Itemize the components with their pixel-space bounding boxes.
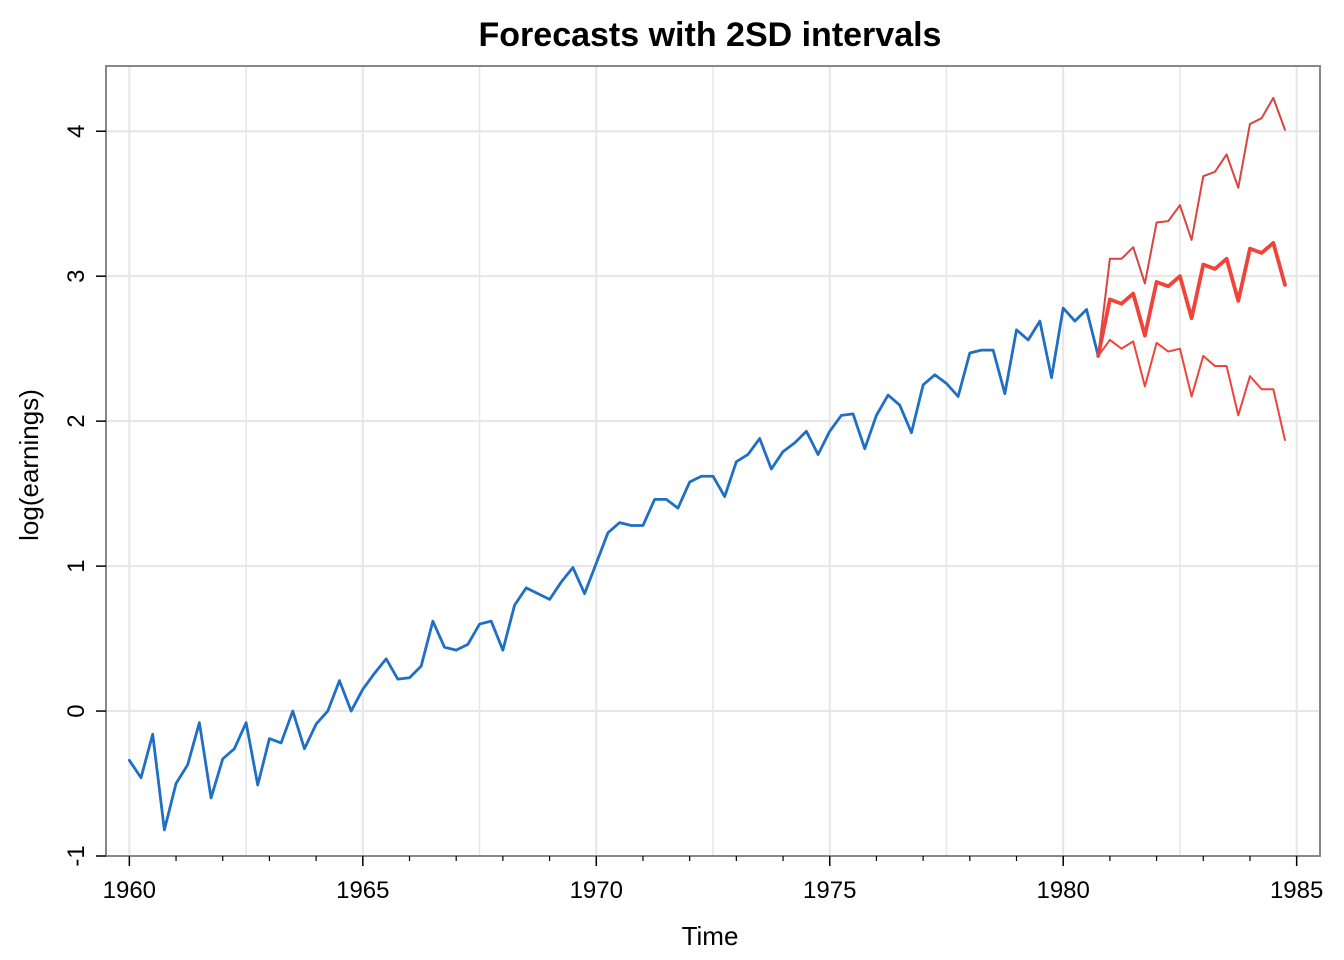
series-lines [127, 96, 1287, 832]
chart-title: Forecasts with 2SD intervals [479, 16, 942, 54]
y-axis-label: log(earnings) [14, 389, 44, 541]
plot-frame [105, 65, 1321, 857]
x-tick-label: 1960 [103, 877, 156, 904]
series-line-lower-bound [1097, 338, 1286, 441]
y-axis: -1 0 1 2 3 4 [63, 125, 106, 867]
y-tick-label: 4 [63, 125, 90, 138]
x-tick-label: 1975 [803, 877, 856, 904]
x-axis-label: Time [682, 921, 739, 951]
x-axis: 1960 1965 1970 1975 1980 1985 [103, 856, 1323, 904]
y-tick-label: 1 [63, 559, 90, 572]
y-tick-label: 0 [63, 704, 90, 717]
y-tick-label: 3 [63, 270, 90, 283]
series-line-observed [127, 306, 1100, 832]
y-tick-label: -1 [63, 845, 90, 866]
series-line-upper-bound [1097, 96, 1286, 357]
y-tick-label: 2 [63, 414, 90, 427]
x-tick-label: 1985 [1270, 877, 1323, 904]
x-tick-label: 1980 [1036, 877, 1089, 904]
x-tick-label: 1970 [570, 877, 623, 904]
x-tick-label: 1965 [336, 877, 389, 904]
series-line-forecast [1096, 240, 1287, 358]
